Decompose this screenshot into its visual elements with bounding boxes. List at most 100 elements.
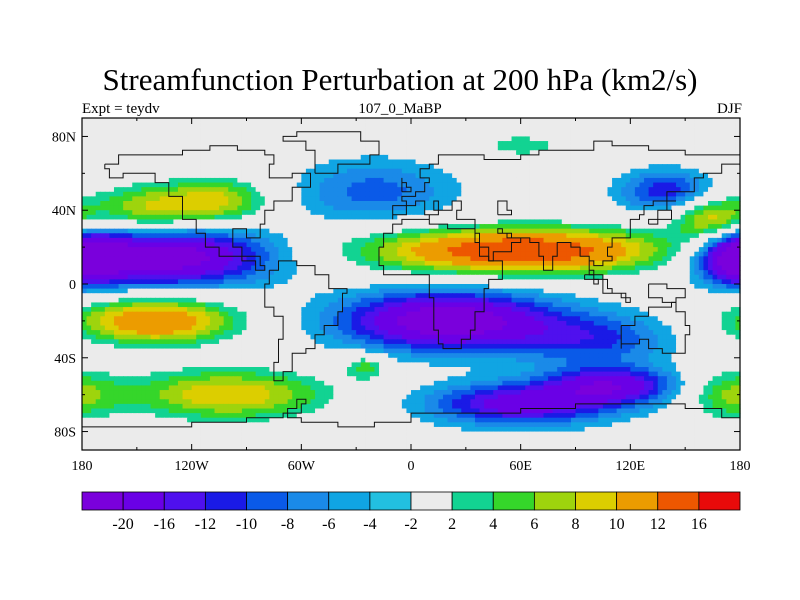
contour-cell [100, 201, 106, 207]
contour-cell [337, 150, 344, 156]
contour-cell [644, 141, 650, 147]
contour-cell [109, 150, 115, 156]
contour-cell [95, 122, 101, 128]
contour-cell [461, 228, 467, 234]
contour-cell [447, 205, 453, 211]
contour-cell [452, 177, 458, 184]
contour-cell [374, 237, 380, 244]
contour-cell [374, 205, 380, 211]
contour-cell [497, 150, 503, 156]
contour-cell [452, 274, 458, 280]
contour-cell [474, 191, 481, 197]
contour-cell [351, 224, 357, 230]
contour-cell [708, 187, 714, 193]
contour-cell [511, 154, 517, 161]
contour-cell [685, 265, 691, 271]
contour-cell [187, 237, 193, 244]
contour-cell [150, 187, 156, 193]
contour-cell [356, 228, 362, 234]
contour-cell [86, 150, 92, 156]
contour-cell [237, 201, 243, 207]
contour-cell [680, 150, 686, 156]
contour-cell [406, 191, 412, 197]
contour-cell [561, 187, 567, 193]
contour-cell [150, 210, 156, 216]
contour-cell [337, 191, 344, 197]
contour-cell [91, 224, 97, 230]
contour-cell [479, 118, 485, 124]
contour-cell [717, 242, 723, 248]
contour-cell [379, 173, 385, 179]
contour-cell [411, 145, 417, 151]
contour-cell [456, 274, 462, 280]
contour-cell [365, 173, 371, 179]
contour-cell [351, 159, 357, 165]
contour-cell [543, 196, 549, 202]
contour-cell [379, 265, 385, 271]
contour-cell [369, 205, 376, 211]
contour-cell [219, 256, 225, 262]
contour-cell [415, 187, 421, 193]
contour-cell [82, 191, 88, 197]
contour-cell [269, 150, 275, 156]
contour-cell [538, 159, 545, 165]
contour-cell [593, 164, 599, 170]
contour-cell [474, 196, 481, 202]
contour-cell [653, 154, 659, 161]
contour-cell [191, 145, 197, 151]
contour-cell [255, 260, 261, 267]
contour-cell [575, 265, 581, 271]
contour-cell [511, 233, 517, 239]
contour-cell [735, 187, 741, 193]
contour-cell [653, 228, 659, 234]
contour-cell [580, 224, 586, 230]
contour-cell [365, 265, 371, 271]
contour-cell [461, 260, 467, 267]
contour-cell [205, 242, 211, 248]
contour-cell [113, 187, 120, 193]
contour-cell [447, 159, 453, 165]
contour-cell [534, 237, 540, 244]
contour-cell [520, 127, 526, 133]
contour-cell [566, 265, 572, 271]
contour-cell [570, 150, 577, 156]
contour-cell [506, 150, 513, 156]
contour-cell [516, 164, 522, 170]
contour-cell [278, 127, 284, 133]
contour-cell [703, 168, 709, 174]
contour-cell [438, 270, 444, 276]
contour-cell [598, 224, 604, 230]
contour-cell [310, 177, 316, 184]
contour-cell [164, 131, 170, 138]
contour-cell [424, 145, 430, 151]
contour-cell [113, 164, 120, 170]
contour-cell [310, 247, 316, 253]
contour-cell [342, 122, 348, 128]
contour-cell [228, 210, 234, 216]
contour-cell [602, 228, 609, 234]
contour-cell [429, 122, 435, 128]
contour-cell [104, 173, 111, 179]
contour-cell [177, 274, 184, 280]
contour-cell [406, 145, 412, 151]
contour-cell [223, 164, 229, 170]
contour-cell [104, 219, 111, 225]
contour-cell [251, 182, 257, 188]
contour-cell [493, 118, 499, 124]
contour-cell [237, 219, 243, 225]
contour-cell [150, 136, 156, 142]
contour-cell [356, 247, 362, 253]
contour-cell [173, 141, 179, 147]
contour-cell [685, 150, 691, 156]
contour-cell [168, 187, 174, 193]
contour-cell [712, 228, 718, 234]
contour-cell [196, 274, 202, 280]
contour-cell [662, 233, 668, 239]
contour-cell [109, 237, 115, 244]
contour-cell [205, 265, 211, 271]
contour-cell [497, 219, 503, 225]
contour-cell [328, 210, 334, 216]
contour-cell [602, 237, 609, 244]
contour-cell [634, 177, 641, 184]
contour-cell [735, 150, 741, 156]
